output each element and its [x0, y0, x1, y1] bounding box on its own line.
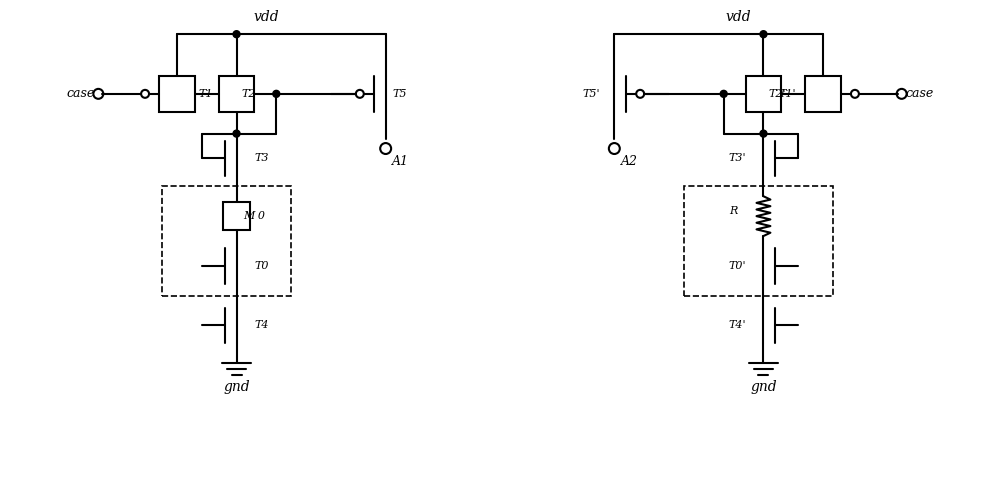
Text: T3': T3'	[728, 153, 746, 163]
Bar	[162, 186, 291, 296]
Text: T4: T4	[254, 320, 269, 330]
Text: T3: T3	[254, 153, 269, 163]
Circle shape	[273, 90, 280, 98]
Text: T0': T0'	[728, 261, 746, 271]
Text: T1: T1	[199, 89, 213, 99]
Bar	[159, 76, 195, 112]
Text: T5: T5	[392, 89, 407, 99]
Text: vdd: vdd	[726, 11, 751, 24]
Text: T2': T2'	[768, 89, 786, 99]
Circle shape	[233, 31, 240, 38]
Circle shape	[720, 90, 727, 98]
Bar	[223, 202, 250, 230]
Text: gnd: gnd	[223, 380, 250, 394]
Text: case: case	[905, 87, 934, 100]
Text: M 0: M 0	[243, 211, 265, 221]
Text: T5': T5'	[583, 89, 600, 99]
Text: A1: A1	[392, 155, 409, 168]
Text: R: R	[729, 206, 738, 216]
Text: T4': T4'	[728, 320, 746, 330]
Bar	[746, 76, 781, 112]
Text: A2: A2	[621, 155, 638, 168]
Bar	[805, 76, 841, 112]
Text: case: case	[66, 87, 95, 100]
Circle shape	[233, 130, 240, 137]
Text: T2: T2	[242, 89, 256, 99]
Circle shape	[760, 31, 767, 38]
Text: gnd: gnd	[750, 380, 777, 394]
Bar	[684, 186, 833, 296]
Text: vdd: vdd	[254, 11, 279, 24]
Bar	[219, 76, 254, 112]
Circle shape	[760, 130, 767, 137]
Text: T1': T1'	[779, 89, 796, 99]
Text: T0: T0	[254, 261, 269, 271]
